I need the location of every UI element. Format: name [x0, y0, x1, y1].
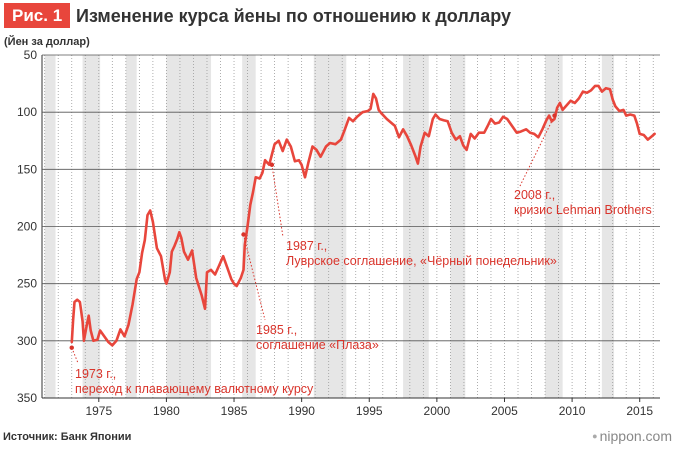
- annotation-leader: [243, 234, 266, 321]
- y-tick-label: 350: [17, 391, 37, 405]
- y-axis-label: (Йен за доллар): [4, 35, 90, 48]
- source-note: Источник: Банк Японии: [3, 431, 132, 443]
- series-group: [70, 84, 656, 347]
- x-tick-labels: 1975 1980 1985 1990 1995 2000 2005 2010 2015: [85, 398, 653, 418]
- y-tick-label: 250: [17, 277, 37, 291]
- x-tick-label: 1995: [356, 404, 383, 418]
- x-tick-label: 1975: [85, 404, 112, 418]
- x-tick-label: 2015: [626, 404, 653, 418]
- x-tick-label: 1985: [221, 404, 248, 418]
- y-tick-label: 150: [17, 162, 37, 176]
- annotation-text: Луврское соглашение, «Чёрный понедельник…: [286, 254, 557, 268]
- annotation-text: 2008 г.,: [514, 188, 555, 202]
- series-line: [70, 84, 656, 347]
- figure-title: Изменение курса йены по отношению к долл…: [76, 6, 511, 26]
- annotations-group: 1973 г.,переход к плавающему валютному к…: [69, 113, 652, 396]
- annotation-dot: [69, 345, 74, 350]
- x-tick-label: 1980: [153, 404, 180, 418]
- annotation-text: переход к плавающему валютному курсу: [75, 382, 314, 396]
- annotation-text: кризис Lehman Brothers: [514, 203, 652, 217]
- brand-dot-icon: ●: [592, 431, 598, 441]
- annotation-dot: [552, 113, 557, 118]
- y-tick-label: 100: [17, 105, 37, 119]
- annotation-text: 1985 г.,: [256, 323, 297, 337]
- brand-logo: ● nippon.com: [592, 428, 672, 444]
- annotation-text: 1987 г.,: [286, 239, 327, 253]
- brand-name: nippon.com: [599, 428, 672, 444]
- y-tick-label: 300: [17, 334, 37, 348]
- x-tick-label: 2010: [559, 404, 586, 418]
- annotation-text: соглашение «Плаза»: [256, 338, 379, 352]
- annotation-leader: [71, 347, 79, 364]
- annotation-dot: [241, 232, 246, 237]
- x-tick-label: 1990: [288, 404, 315, 418]
- y-tick-label: 200: [17, 220, 37, 234]
- figure-label: Рис. 1: [4, 3, 71, 28]
- annotation-leader: [519, 115, 555, 187]
- annotation-dot: [269, 162, 275, 167]
- x-tick-label: 2000: [424, 404, 451, 418]
- annotation-text: 1973 г.,: [75, 367, 116, 381]
- chart-axes: [41, 54, 660, 399]
- annotation-leader: [271, 164, 284, 238]
- y-tick-label: 50: [24, 48, 38, 62]
- x-tick-label: 2005: [491, 404, 518, 418]
- y-tick-labels: 50 100 150 200 250 300 350: [17, 48, 37, 405]
